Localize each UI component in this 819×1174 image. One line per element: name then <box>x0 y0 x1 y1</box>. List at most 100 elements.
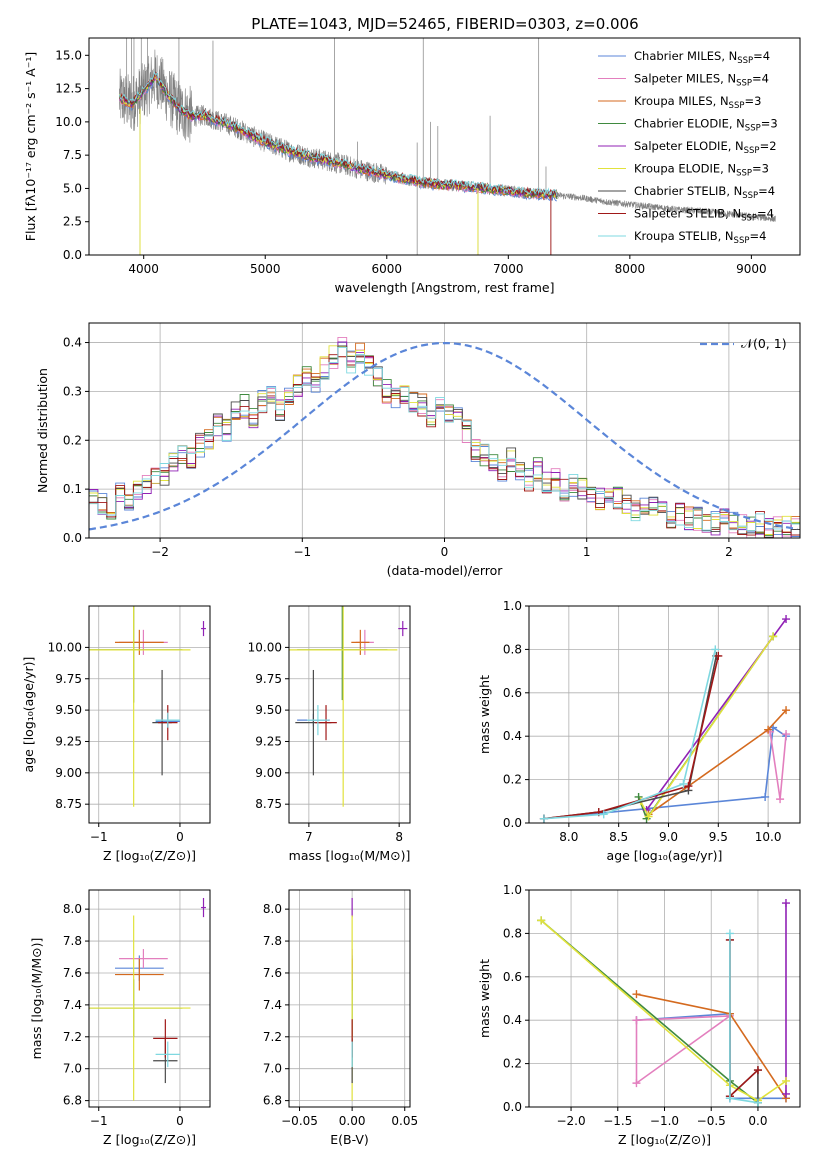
weight-line-5 <box>540 919 787 1102</box>
legend-label-2: Kroupa MILES, NSSP=3 <box>634 94 761 111</box>
tick-label-x: −0.05 <box>281 1114 318 1128</box>
tick-label-y: 0.4 <box>503 729 522 743</box>
tick-label-x: 9000 <box>736 262 767 276</box>
legend-val: =4 <box>752 72 769 86</box>
axes-frame <box>88 605 211 824</box>
x-axis-label: (data-model)/error <box>387 563 504 578</box>
legend-val: =4 <box>753 49 770 63</box>
tick-label-y: 2.5 <box>63 215 82 229</box>
tick-label-x: −1 <box>90 1114 108 1128</box>
tick-label-y: 0.6 <box>503 970 522 984</box>
weight-line-6 <box>543 655 718 820</box>
legend-sub: SSP <box>736 169 752 179</box>
legend-label-8: Kroupa STELIB, NSSP=4 <box>634 229 766 246</box>
legend-sub: SSP <box>734 236 750 246</box>
tick-label-y: 6.8 <box>63 1094 82 1108</box>
x-axis-label: E(B-V) <box>330 1132 369 1147</box>
weight-plot <box>539 615 791 823</box>
tick-label-y: 10.0 <box>55 115 82 129</box>
x-axis-label: wavelength [Angstrom, rest frame] <box>334 280 554 295</box>
tick-label-x: 9.0 <box>659 830 678 844</box>
tick-label-x: 0.05 <box>391 1114 418 1128</box>
weight-marker-7 <box>714 651 723 660</box>
legend-val: =4 <box>749 229 766 243</box>
axes-frame <box>528 605 801 824</box>
spectrum-legend: Chabrier MILES, NSSP=4 Salpeter MILES, NS… <box>598 49 778 246</box>
axes-frame <box>88 322 801 539</box>
tick-label-x: −2 <box>151 545 169 559</box>
tick-label-x: 0.0 <box>748 1114 767 1128</box>
tick-label-x: 5000 <box>250 262 281 276</box>
panel-spectrum: 4000 5000 6000 7000 8000 9000 0.0 2.5 5.0 7.5 10.0… <box>23 37 801 295</box>
tick-label-y: 5.0 <box>63 181 82 195</box>
weight-marker-8 <box>725 1094 734 1103</box>
axes-frame <box>88 37 801 256</box>
x-axis-label: Z [log₁₀(Z/Z⊙)] <box>103 1132 196 1147</box>
tick-label-x: 4000 <box>128 262 159 276</box>
weight-line-8 <box>543 649 717 820</box>
weight-marker-8 <box>599 810 608 819</box>
x-axis-label: Z [log₁₀(Z/Z⊙)] <box>103 848 196 863</box>
tick-label-y: 7.0 <box>63 1062 82 1076</box>
x-axis-label: mass [log₁₀(M/M⊙)] <box>289 848 411 863</box>
y-axis-label: Flux [fλ10⁻¹⁷ erg cm⁻² s⁻¹ A⁻¹] <box>23 52 38 241</box>
weight-line-7 <box>543 655 720 820</box>
normal-legend-label: 𝒩(0, 1) <box>741 336 787 351</box>
weight-line-0 <box>543 726 787 820</box>
tick-label-y: 7.8 <box>63 934 82 948</box>
weight-marker-2 <box>632 990 641 999</box>
tick-label-y: 0.4 <box>63 336 82 350</box>
tick-label-y: 0.4 <box>503 1013 522 1027</box>
axes-frame <box>288 605 411 824</box>
weight-marker-8 <box>679 779 688 788</box>
weight-line-7 <box>729 939 759 1099</box>
tick-label-x: 2 <box>725 545 733 559</box>
tick-label-y: 9.00 <box>55 766 82 780</box>
legend-sub: SSP <box>744 146 760 156</box>
errorbar-plot <box>89 606 206 807</box>
weight-marker-5 <box>781 1076 790 1085</box>
y-axis-label: mass weight <box>477 959 492 1038</box>
tick-label-y: 7.4 <box>263 998 282 1012</box>
panels: 4000 5000 6000 7000 8000 90000.02.55.07.510.0… <box>21 37 801 1147</box>
tick-label-x: −1.0 <box>650 1114 679 1128</box>
tick-label-y: 15.0 <box>55 48 82 62</box>
tick-label-y: 9.50 <box>55 703 82 717</box>
weight-marker-8 <box>539 814 548 823</box>
tick-label-y: 0.0 <box>503 816 522 830</box>
legend-label-1: Salpeter MILES, NSSP=4 <box>634 72 769 89</box>
legend-label-3: Chabrier ELODIE, NSSP=3 <box>634 117 778 134</box>
residual-plot <box>89 336 800 538</box>
legend-val: =3 <box>744 94 761 108</box>
panel-age_vs_Z: −1 0 8.75 9.00 9.25 9.50 9.75 10.00 Z [log₁₀(Z/Z… <box>21 605 211 863</box>
tick-label-y: 7.0 <box>263 1062 282 1076</box>
weight-line-1 <box>635 1014 733 1085</box>
tick-label-y: 9.25 <box>55 734 82 748</box>
tick-label-y: 8.0 <box>263 902 282 916</box>
tick-label-x: 0 <box>176 1114 184 1128</box>
tick-label-y: 9.75 <box>55 672 82 686</box>
weight-marker-8 <box>753 1098 762 1107</box>
errorbar-plot <box>89 897 206 1101</box>
tick-label-y: 7.2 <box>63 1030 82 1044</box>
legend-label-7: Salpeter STELIB, NSSP=4 <box>634 207 774 224</box>
legend-val: =2 <box>760 139 777 153</box>
legend-sub: SSP <box>737 56 753 66</box>
tick-label-y: 8.75 <box>255 797 282 811</box>
tick-label-x: 8 <box>395 830 403 844</box>
figure-title: PLATE=1043, MJD=52465, FIBERID=0303, z=0… <box>251 15 638 33</box>
tick-label-x: −2.0 <box>556 1114 585 1128</box>
tick-label-x: 6000 <box>371 262 402 276</box>
panel-mass_vs_Z: −1 0 6.8 7.0 7.2 7.4 7.6 7.8 8.0 Z [log₁₀(Z/Z⊙)] m… <box>29 889 211 1147</box>
tick-label-y: 0.0 <box>503 1100 522 1114</box>
weight-marker-4 <box>781 899 790 908</box>
weight-marker-1 <box>782 730 791 739</box>
legend-label-6: Chabrier STELIB, NSSP=4 <box>634 184 775 201</box>
tick-label-y: 7.6 <box>63 966 82 980</box>
panel-weight_vs_age: 8.0 8.5 9.0 9.5 10.0 0.0 0.2 0.4 0.6 0.8 1.0 age [l… <box>477 599 801 863</box>
normal-curve <box>89 342 798 531</box>
tick-label-y: 0.2 <box>503 1057 522 1071</box>
weight-marker-4 <box>782 615 791 624</box>
weight-marker-7 <box>684 782 693 791</box>
panel-mass_vs_ebv: −0.05 0.00 0.05 6.8 7.0 7.2 7.4 7.6 7.8 8.0 E(B-V) <box>263 889 418 1147</box>
